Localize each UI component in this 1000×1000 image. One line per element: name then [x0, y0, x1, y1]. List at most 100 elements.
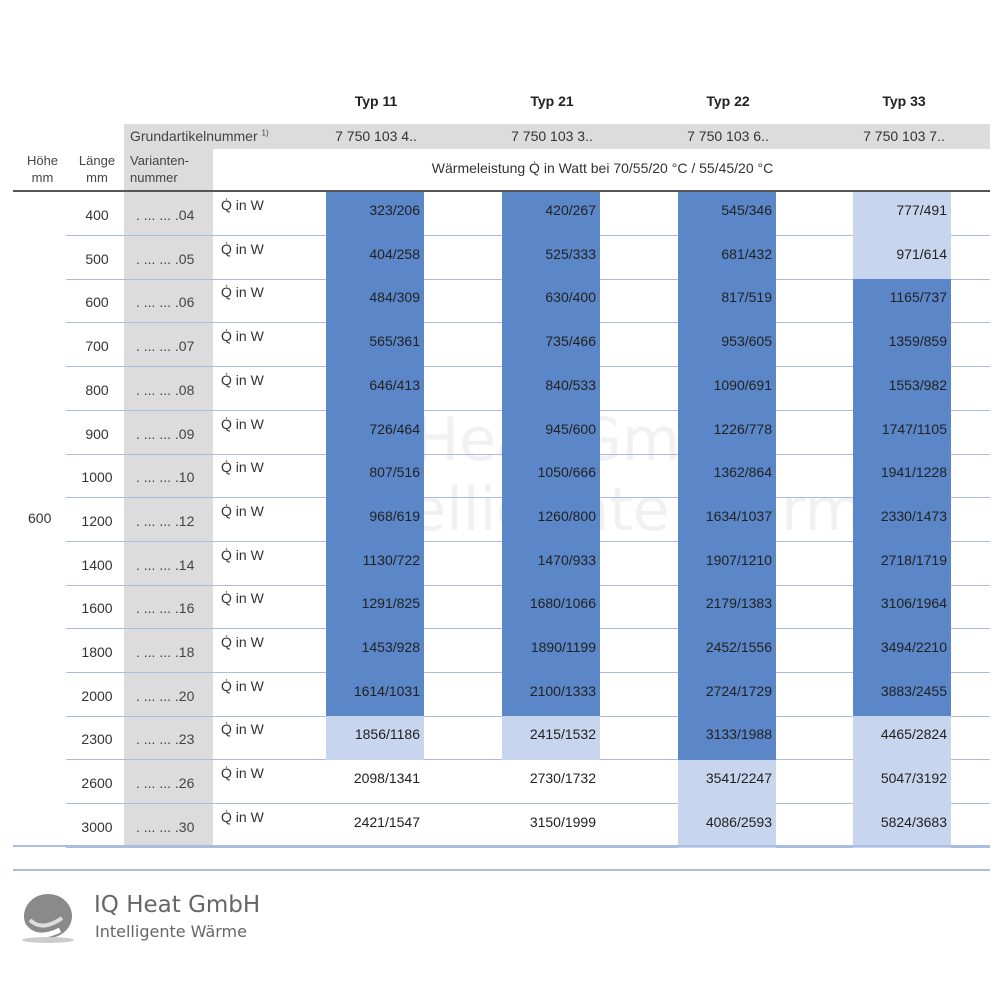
table-row: 400 . ... ... .04 Q̇ in W 323/206 420/267 5…	[0, 192, 1000, 236]
article-number: 7 750 103 3..	[511, 128, 593, 144]
variant-cell: . ... ... .09	[136, 425, 195, 442]
variant-cell: . ... ... .05	[136, 250, 195, 267]
variant-cell: . ... ... .07	[136, 338, 195, 355]
type-header: Typ 21	[530, 93, 574, 109]
value-cell: 3883/2455	[853, 672, 951, 717]
value-cell: 2415/1532	[502, 716, 600, 761]
table-row: 2000 . ... ... .20 Q̇ in W 1614/1031 2100/…	[0, 672, 1000, 717]
value-cell: 3150/1999	[529, 813, 596, 830]
value-cell: 2330/1473	[853, 497, 951, 542]
unit-label: Q̇ in W	[221, 634, 264, 650]
table-row: 1200 . ... ... .12 Q̇ in W 968/619 1260/80…	[0, 497, 1000, 542]
article-number: 7 750 103 6..	[687, 128, 769, 144]
value-cell: 1907/1210	[678, 541, 776, 586]
value-cell: 1747/1105	[853, 410, 951, 455]
header-divider	[13, 190, 990, 192]
value-cell: 1634/1037	[678, 497, 776, 542]
value-cell: 817/519	[678, 279, 776, 324]
value-cell: 630/400	[502, 279, 600, 324]
value-cell: 1260/800	[502, 497, 600, 542]
footer-line	[13, 869, 990, 871]
variant-cell: . ... ... .16	[136, 600, 195, 617]
unit-label: Q̇ in W	[221, 240, 264, 257]
table-row: 800 . ... ... .08 Q̇ in W 646/413 840/533 1…	[0, 366, 1000, 411]
unit-label: Q̇ in W	[221, 808, 264, 825]
variant-cell: . ... ... .20	[136, 687, 195, 704]
table-row: 900 . ... ... .09 Q̇ in W 726/464 945/600 1…	[0, 410, 1000, 455]
value-cell: 404/258	[326, 235, 424, 280]
value-cell: 2098/1341	[353, 770, 420, 787]
table-row: 600 . ... ... .06 Q̇ in W 484/309 630/400 8…	[0, 279, 1000, 324]
value-cell: 2730/1732	[529, 770, 596, 787]
laenge-cell: 1000	[81, 469, 113, 486]
value-cell: 807/516	[326, 454, 424, 499]
laenge-cell: 3000	[81, 818, 113, 835]
value-cell: 1359/859	[853, 323, 951, 368]
table-row: 1800 . ... ... .18 Q̇ in W 1453/928 1890/1…	[0, 629, 1000, 673]
hoehe-header: Höhe mm	[26, 153, 59, 185]
value-cell: 565/361	[326, 323, 424, 368]
laenge-cell: 1600	[81, 600, 113, 617]
value-cell: 1050/666	[502, 454, 600, 499]
type-header: Typ 22	[706, 93, 750, 109]
article-number: 7 750 103 4..	[335, 128, 417, 144]
article-band	[124, 124, 990, 149]
variant-column-bg	[124, 149, 213, 845]
value-cell: 1941/1228	[853, 454, 951, 499]
value-cell: 1614/1031	[326, 672, 424, 717]
value-cell: 3541/2247	[678, 760, 776, 805]
variant-cell: . ... ... .08	[136, 381, 195, 398]
value-cell: 1291/825	[326, 585, 424, 630]
value-cell: 1553/982	[853, 366, 951, 411]
value-cell: 3106/1964	[853, 585, 951, 630]
laenge-cell: 700	[85, 338, 109, 355]
value-cell: 840/533	[502, 366, 600, 411]
unit-label: Q̇ in W	[221, 590, 264, 607]
variant-cell: . ... ... .04	[136, 207, 195, 223]
logo-icon	[16, 890, 78, 945]
value-cell: 484/309	[326, 279, 424, 324]
variant-cell: . ... ... .10	[136, 469, 195, 486]
value-cell: 1130/722	[326, 541, 424, 586]
table-row: 1600 . ... ... .16 Q̇ in W 1291/825 1680/1…	[0, 585, 1000, 630]
value-cell: 968/619	[326, 497, 424, 542]
variant-cell: . ... ... .30	[136, 818, 195, 835]
laenge-cell: 600	[85, 294, 109, 311]
unit-label: Q̇ in W	[221, 284, 264, 301]
laenge-cell: 900	[85, 425, 109, 442]
value-cell: 2724/1729	[678, 672, 776, 717]
type-header: Typ 11	[354, 93, 398, 109]
value-cell: 2718/1719	[853, 541, 951, 586]
value-cell: 1470/933	[502, 541, 600, 586]
value-cell: 420/267	[502, 192, 600, 236]
value-cell: 953/605	[678, 323, 776, 368]
table-row: 2300 . ... ... .23 Q̇ in W 1856/1186 2415/…	[0, 716, 1000, 761]
laenge-cell: 2300	[81, 731, 113, 748]
value-cell: 735/466	[502, 323, 600, 368]
value-cell: 646/413	[326, 366, 424, 411]
unit-label: Q̇ in W	[221, 371, 264, 388]
value-cell: 2179/1383	[678, 585, 776, 630]
value-cell: 1226/778	[678, 410, 776, 455]
unit-label: Q̇ in W	[221, 459, 264, 476]
value-cell: 1680/1066	[502, 585, 600, 630]
row-divider	[66, 846, 990, 848]
variant-cell: . ... ... .12	[136, 512, 195, 529]
value-cell: 2452/1556	[678, 629, 776, 673]
unit-label: Q̇ in W	[221, 546, 264, 563]
value-cell: 681/432	[678, 235, 776, 280]
unit-label: Q̇ in W	[221, 721, 264, 738]
variant-header: Varianten-nummer	[130, 153, 190, 185]
type-header: Typ 33	[882, 93, 926, 109]
value-cell: 1453/928	[326, 629, 424, 673]
value-cell: 1890/1199	[502, 629, 600, 673]
table-row: 1000 . ... ... .10 Q̇ in W 807/516 1050/66…	[0, 454, 1000, 499]
table-row: 2600 . ... ... .26 Q̇ in W 2098/1341 2730/…	[0, 760, 1000, 805]
unit-label: Q̇ in W	[221, 415, 264, 432]
logo-name: IQ Heat GmbH	[94, 892, 261, 918]
value-cell: 4086/2593	[678, 803, 776, 848]
laenge-cell: 2000	[81, 687, 113, 704]
value-cell: 971/614	[853, 235, 951, 280]
variant-cell: . ... ... .23	[136, 731, 195, 748]
variant-cell: . ... ... .26	[136, 775, 195, 792]
